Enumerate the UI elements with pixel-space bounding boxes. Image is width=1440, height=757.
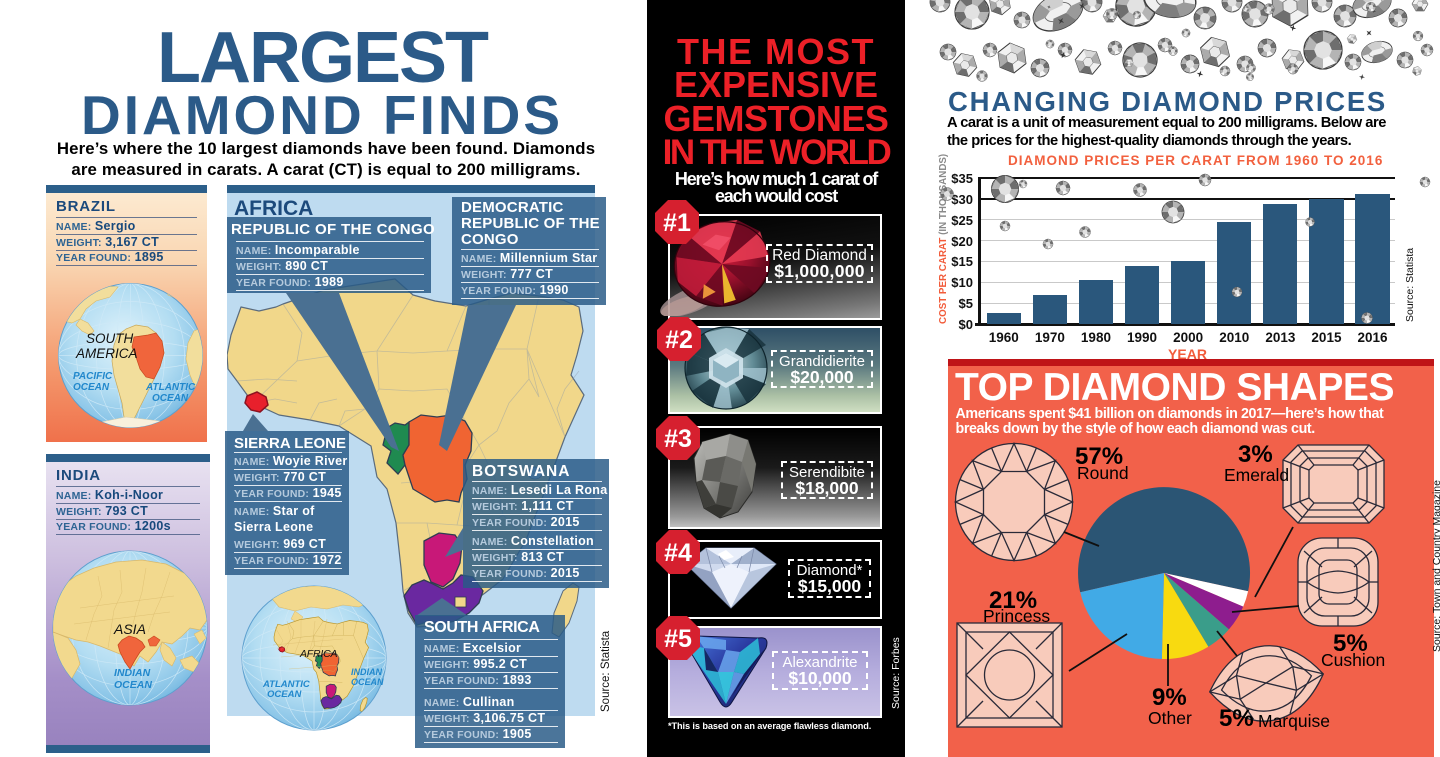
svg-text:OCEAN: OCEAN bbox=[152, 393, 189, 404]
svg-text:#1: #1 bbox=[663, 209, 691, 237]
svg-text:AFRICA: AFRICA bbox=[299, 648, 338, 660]
svg-text:SOUTH: SOUTH bbox=[86, 331, 134, 346]
svg-text:OCEAN: OCEAN bbox=[73, 382, 110, 393]
svg-text:OCEAN: OCEAN bbox=[267, 689, 302, 700]
svg-text:AMERICA: AMERICA bbox=[75, 346, 138, 361]
svg-text:#4: #4 bbox=[664, 539, 692, 567]
svg-text:#3: #3 bbox=[664, 425, 692, 453]
svg-text:ASIA: ASIA bbox=[113, 621, 146, 637]
svg-text:OCEAN: OCEAN bbox=[351, 677, 384, 687]
svg-text:#5: #5 bbox=[664, 625, 692, 653]
svg-text:INDIAN: INDIAN bbox=[351, 667, 382, 677]
svg-text:ATLANTIC: ATLANTIC bbox=[262, 679, 310, 690]
svg-text:ATLANTIC: ATLANTIC bbox=[145, 382, 196, 393]
svg-text:INDIAN: INDIAN bbox=[114, 667, 151, 679]
svg-text:OCEAN: OCEAN bbox=[114, 679, 152, 691]
svg-text:PACIFIC: PACIFIC bbox=[73, 371, 113, 382]
svg-text:#2: #2 bbox=[665, 326, 693, 354]
